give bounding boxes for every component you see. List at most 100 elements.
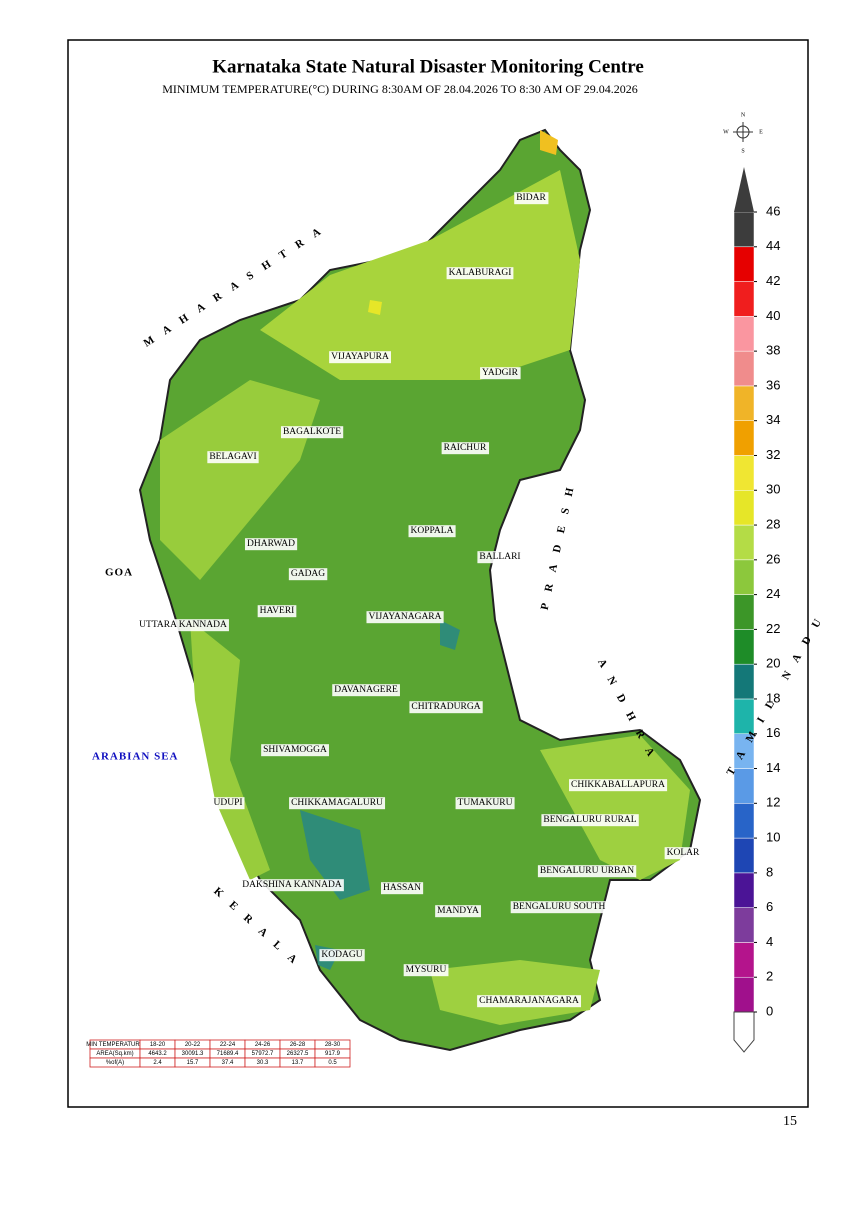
legend-tick-label: 44 (766, 238, 780, 253)
legend-tick-label: 2 (766, 969, 773, 984)
district-label: HASSAN (383, 883, 421, 893)
table-text: 71689.4 (217, 1051, 239, 1057)
district-label-bg (435, 905, 481, 918)
district-label: DAKSHINA KANNADA (242, 880, 342, 890)
table-text: 917.9 (325, 1051, 341, 1057)
table-cell (314, 1057, 351, 1068)
district-label: BENGALURU SOUTH (513, 902, 606, 912)
legend-band (733, 803, 755, 839)
legend-band (733, 246, 755, 282)
district-label: TUMAKURU (458, 798, 513, 808)
legend-band (733, 420, 755, 456)
legend-band (733, 524, 755, 561)
area-table: MIN TEMPERATURE 18-20 20-22 22-24 24-26 26-28… (86, 1039, 351, 1068)
legend-tick-label: 8 (766, 864, 773, 879)
district-label: BENGALURU RURAL (543, 815, 636, 825)
legend-tick-label: 38 (766, 343, 780, 358)
legend-tick-label: 30 (766, 482, 780, 497)
legend-band (733, 907, 755, 943)
table-text: 13.7 (292, 1060, 304, 1066)
district-label-bg (409, 701, 483, 714)
neighbor-label: ARABIAN SEA (92, 751, 179, 763)
title: Karnataka State Natural Disaster Monitor… (212, 56, 644, 77)
legend-band (733, 350, 755, 387)
legend-band (733, 837, 755, 874)
legend-tick-label: 16 (766, 725, 780, 740)
legend-band (733, 629, 755, 665)
legend-band (733, 281, 755, 317)
table-text: 37.4 (222, 1060, 234, 1066)
legend-tick-label: 40 (766, 308, 780, 323)
district-label: VIJAYANAGARA (368, 612, 441, 622)
legend-band (733, 316, 755, 352)
district-label: BALLARI (479, 552, 520, 562)
neighbor-label: PRADESH (539, 475, 579, 611)
district-label: VIJAYAPURA (331, 352, 389, 362)
neighbor-label: GOA (105, 567, 133, 579)
table-text: 26327.5 (287, 1051, 309, 1057)
district-label-bg (514, 192, 549, 205)
table-text: 0.5 (328, 1060, 337, 1066)
legend-band (733, 559, 755, 595)
table-text: 2.4 (153, 1060, 162, 1066)
table-text: 15.7 (187, 1060, 199, 1066)
district-label: CHAMARAJANAGARA (479, 996, 579, 1006)
table-text: %of(A) (106, 1060, 124, 1066)
district-label-bg (569, 779, 668, 792)
legend-band (733, 942, 755, 978)
district-label-bg (403, 964, 449, 977)
district-label: RAICHUR (444, 443, 487, 453)
legend-tick-label: 10 (766, 830, 780, 845)
table-text: MIN TEMPERATURE (86, 1042, 143, 1048)
district-label: MYSURU (406, 965, 447, 975)
district-label-bg (257, 605, 297, 618)
table-text: 30091.3 (182, 1051, 204, 1057)
legend-tick-label: 14 (766, 760, 780, 775)
district-label-bg (244, 538, 298, 551)
legend-band (733, 872, 755, 908)
page-number: 15 (783, 1114, 797, 1129)
legend-tick-label: 0 (766, 1003, 773, 1018)
legend-band (733, 490, 755, 526)
district-label: GADAG (291, 569, 325, 579)
legend-band (733, 211, 755, 248)
legend-tick-label: 46 (766, 203, 780, 218)
table-text: 26-28 (290, 1042, 306, 1048)
district-label: DAVANAGERE (334, 685, 398, 695)
district-label: KOPPALA (411, 526, 454, 536)
district-label-bg (289, 797, 386, 810)
table-text: 30.3 (257, 1060, 269, 1066)
district-label: MANDYA (437, 906, 479, 916)
district-label: SHIVAMOGGA (263, 745, 327, 755)
table-text: 22-24 (220, 1042, 236, 1048)
legend-tick-label: 32 (766, 447, 780, 462)
table-text: 28-30 (325, 1042, 341, 1048)
district-label-bg (510, 901, 608, 914)
legend-band (733, 385, 755, 421)
district-label-bg (455, 797, 515, 810)
compass-label: N (741, 112, 746, 118)
district-label-bg (380, 882, 424, 895)
district-label-bg (541, 814, 639, 827)
legend-tick-label: 6 (766, 899, 773, 914)
table-text: 57972.7 (252, 1051, 274, 1057)
district-label-bg (137, 619, 229, 632)
compass (733, 122, 753, 142)
table-text: 20-22 (185, 1042, 201, 1048)
legend-tick-label: 24 (766, 586, 780, 601)
district-label-bg (477, 551, 523, 564)
legend-tick-label: 34 (766, 412, 780, 427)
legend-top (734, 167, 754, 212)
legend-tick-label: 28 (766, 516, 780, 531)
district-label: BAGALKOTE (283, 427, 341, 437)
district-label-bg (441, 442, 490, 455)
district-label: CHIKKAMAGALURU (291, 798, 383, 808)
district-label-bg (477, 995, 582, 1008)
district-label-bg (664, 847, 703, 860)
legend-tick-label: 42 (766, 273, 780, 288)
district-label-bg (332, 684, 400, 697)
frame (67, 39, 809, 1108)
table-text: 24-26 (255, 1042, 271, 1048)
district-label-bg (446, 267, 514, 280)
